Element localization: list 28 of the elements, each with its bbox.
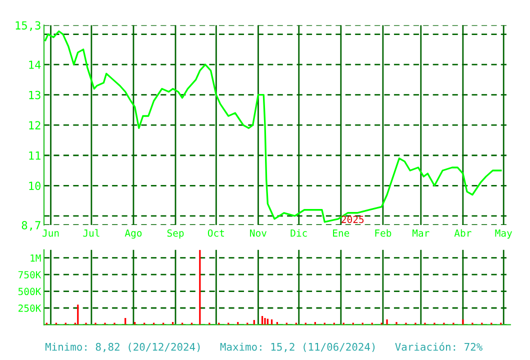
- y-tick-label: 750K: [18, 271, 42, 278]
- x-tick-label: Feb: [375, 229, 392, 237]
- text: Minimo: 8,82 (20/12/2024): [45, 342, 200, 352]
- annotation: 2025: [342, 216, 364, 224]
- y-tick-label: 14: [29, 60, 41, 69]
- line-series: [44, 30, 502, 223]
- x-tick-label: Oct: [208, 229, 224, 237]
- y-tick-label: 13: [29, 90, 40, 100]
- x-tick-label: Dic: [290, 229, 307, 237]
- y-tick-label: 15,3: [16, 21, 40, 32]
- x-tick-label: Abr: [454, 229, 472, 237]
- x-tick-label: Sep: [167, 229, 184, 239]
- x-tick-label: May: [495, 230, 512, 239]
- text: Variación: 72%: [395, 342, 482, 351]
- y-tick-label: 10: [29, 182, 40, 190]
- y-tick-label: 8,7: [22, 221, 40, 231]
- y-tick-label: 250K: [18, 304, 42, 312]
- x-tick-label: Ago: [124, 229, 142, 239]
- text: Maximo: 15,2 (11/06/2024): [220, 342, 375, 352]
- x-tick-label: Jul: [83, 229, 100, 237]
- x-tick-label: Ene: [333, 230, 350, 237]
- x-tick-label: Nov: [250, 230, 267, 237]
- y-tick-label: 1M: [30, 254, 41, 262]
- x-tick-label: Jun: [42, 230, 59, 237]
- x-tick-label: Mar: [412, 230, 430, 237]
- y-tick-label: 12: [29, 121, 40, 130]
- y-tick-label: 500K: [18, 288, 42, 296]
- y-tick-label: 11: [29, 152, 40, 160]
